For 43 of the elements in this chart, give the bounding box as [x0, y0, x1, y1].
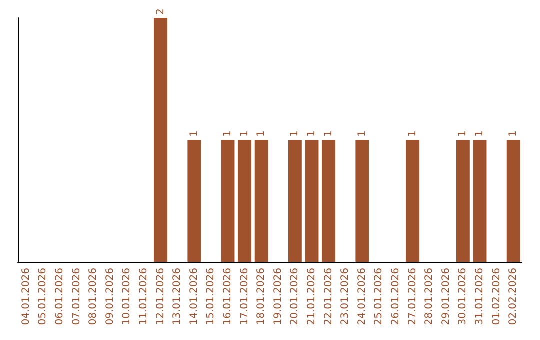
data-label: 1	[407, 130, 418, 137]
x-tick-label: 29.01.2026	[440, 268, 452, 326]
x-tick-label: 05.01.2026	[38, 268, 49, 326]
x-tick-label: 11.01.2026	[138, 268, 150, 326]
x-tick-label: 12.01.2026	[155, 268, 166, 326]
x-tick-label: 28.01.2026	[424, 268, 436, 326]
data-label: 2	[155, 8, 166, 15]
x-tick-label: 19.01.2026	[272, 268, 284, 326]
x-tick-label: 26.01.2026	[390, 268, 402, 326]
data-label: 1	[508, 130, 520, 137]
data-label: 1	[239, 130, 250, 137]
x-tick-label: 02.02.2026	[508, 268, 520, 326]
x-tick-label: 10.01.2026	[122, 268, 133, 326]
x-tick-label: 09.01.2026	[104, 268, 116, 326]
data-label: 1	[188, 130, 200, 137]
x-tick-label: 14.01.2026	[188, 268, 200, 326]
x-tick-label: 22.01.2026	[323, 268, 334, 326]
x-tick-label: 16.01.2026	[222, 268, 234, 326]
data-label: 1	[356, 130, 368, 137]
x-tick-label: 24.01.2026	[356, 268, 368, 326]
x-tick-label: 23.01.2026	[340, 268, 352, 326]
data-label: 1	[256, 130, 268, 137]
x-tick-label: 31.01.2026	[474, 268, 486, 326]
x-tick-label: 18.01.2026	[256, 268, 268, 326]
x-tick-label: 01.02.2026	[491, 268, 502, 326]
data-label: 1	[222, 130, 234, 137]
x-tick-label: 25.01.2026	[374, 268, 385, 326]
x-tick-label: 07.01.2026	[71, 268, 82, 326]
x-tick-label: 30.01.2026	[458, 268, 469, 326]
data-label: 1	[474, 130, 486, 137]
x-tick-label: 06.01.2026	[54, 268, 66, 326]
x-tick-label: 04.01.2026	[20, 268, 32, 326]
x-tick-label: 13.01.2026	[172, 268, 184, 326]
x-tick-label: 15.01.2026	[206, 268, 217, 326]
x-tick-label: 08.01.2026	[88, 268, 100, 326]
x-tick-label: 27.01.2026	[407, 268, 418, 326]
data-label: 1	[323, 130, 334, 137]
x-tick-label: 20.01.2026	[290, 268, 301, 326]
data-label: 1	[306, 130, 318, 137]
x-tick-label: 21.01.2026	[306, 268, 318, 326]
data-label: 1	[290, 130, 301, 137]
x-tick-label: 17.01.2026	[239, 268, 250, 326]
data-label: 1	[458, 130, 469, 137]
